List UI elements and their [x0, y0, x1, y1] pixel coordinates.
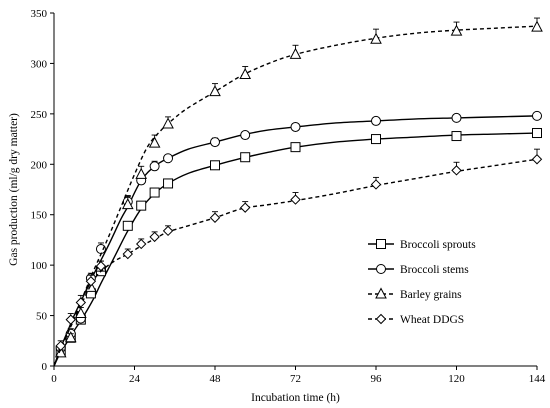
data-point — [370, 179, 382, 190]
data-point — [209, 85, 221, 97]
x-tick-label: 96 — [371, 373, 383, 385]
data-point — [163, 178, 174, 189]
legend-label: Broccoli sprouts — [400, 239, 476, 251]
series-2 — [53, 17, 543, 367]
data-point — [122, 248, 133, 260]
data-point — [65, 314, 76, 325]
data-point — [451, 165, 462, 176]
data-point — [54, 346, 67, 358]
data-point — [136, 200, 147, 211]
data-point — [55, 340, 66, 352]
data-point — [209, 212, 221, 223]
legend-marker — [375, 287, 387, 299]
y-tick-label: 200 — [31, 159, 48, 171]
data-point — [239, 67, 252, 80]
series-group — [53, 17, 543, 367]
y-tick-label: 100 — [31, 260, 48, 272]
data-point — [210, 137, 220, 148]
data-point — [531, 154, 543, 165]
data-point — [162, 225, 174, 237]
data-point — [240, 152, 251, 163]
data-point — [239, 202, 251, 213]
data-point — [451, 112, 462, 123]
data-point — [149, 231, 160, 243]
data-point — [290, 121, 301, 132]
y-tick-label: 0 — [42, 361, 48, 373]
data-point — [95, 244, 106, 255]
legend-marker — [376, 239, 386, 249]
data-point — [450, 24, 463, 36]
data-point — [64, 331, 77, 343]
data-point — [163, 153, 174, 164]
series-line — [53, 158, 538, 367]
x-tick-label: 72 — [290, 373, 301, 385]
x-tick-label: 0 — [51, 373, 57, 385]
data-point — [148, 136, 161, 148]
legend-label: Barley grains — [400, 289, 462, 301]
data-point — [371, 134, 381, 145]
legend-label: Wheat DDGS — [400, 314, 464, 326]
data-point — [531, 20, 543, 32]
legend-marker — [376, 264, 386, 274]
y-tick-label: 350 — [31, 8, 48, 20]
legend: Broccoli sprouts Broccoli stems Barley gra… — [368, 239, 476, 326]
data-point — [290, 142, 301, 153]
data-point — [532, 128, 542, 139]
data-point — [149, 187, 160, 198]
data-point — [532, 110, 542, 121]
legend-label: Broccoli stems — [400, 264, 469, 276]
x-axis-title: Incubation time (h) — [251, 392, 340, 404]
data-point — [121, 198, 134, 210]
y-tick-label: 150 — [31, 210, 48, 222]
legend-marker — [375, 313, 387, 325]
data-point — [149, 161, 160, 172]
data-point — [136, 238, 147, 250]
x-tick-label: 48 — [210, 373, 222, 385]
data-point — [371, 115, 381, 126]
x-tick-label: 144 — [529, 373, 546, 385]
data-point — [289, 47, 302, 59]
data-point — [135, 167, 148, 179]
data-point — [210, 160, 220, 171]
y-tick-label: 300 — [31, 58, 48, 70]
data-point — [85, 276, 97, 287]
data-point — [75, 306, 87, 319]
y-axis-title: Gas production (ml/g dry matter) — [8, 113, 20, 266]
axes: 0 24 48 72 96 120 144 0 50 100 150 200 250 300 350 — [31, 8, 546, 385]
data-point — [95, 260, 107, 272]
series-3 — [53, 148, 543, 367]
data-point — [370, 32, 382, 44]
x-tick-label: 24 — [129, 373, 141, 385]
data-point — [75, 297, 87, 308]
data-point — [290, 194, 301, 205]
y-tick-label: 50 — [36, 311, 48, 323]
data-point — [451, 131, 462, 142]
x-tick-label: 120 — [448, 373, 465, 385]
data-point — [162, 117, 174, 129]
data-point — [240, 130, 251, 141]
data-point — [122, 220, 133, 231]
y-tick-label: 250 — [31, 109, 48, 121]
